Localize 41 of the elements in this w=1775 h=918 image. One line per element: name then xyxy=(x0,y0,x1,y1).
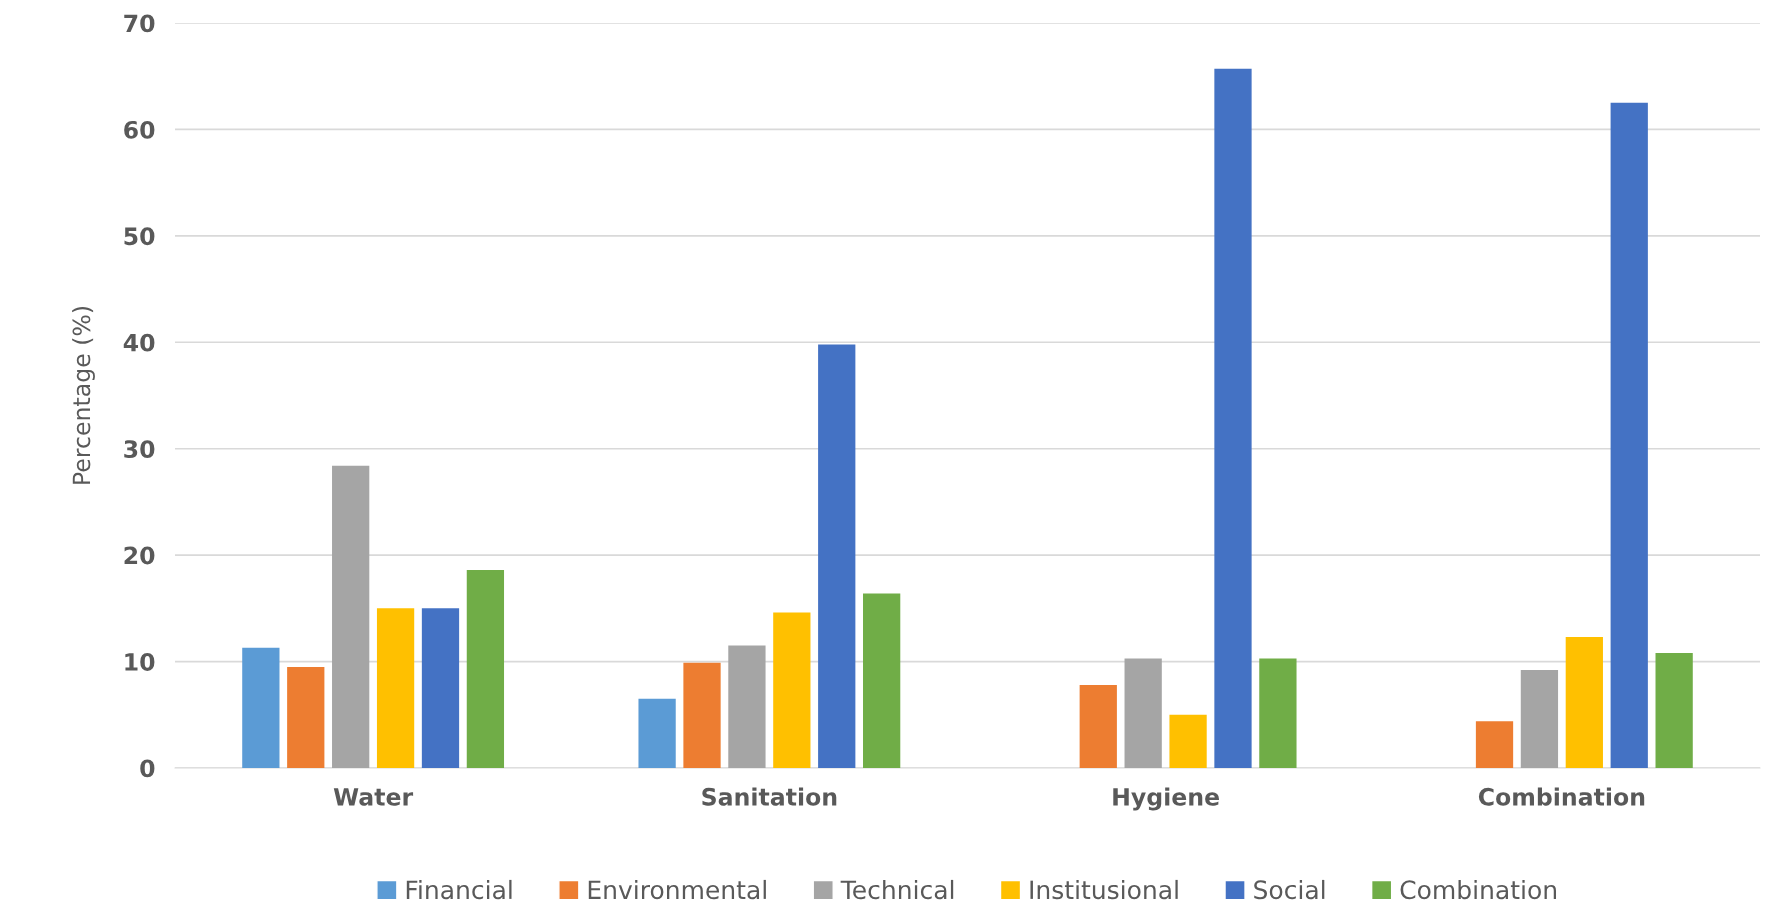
bar xyxy=(1079,684,1117,768)
x-tick-label: Hygiene xyxy=(1113,787,1219,811)
bar xyxy=(242,647,280,768)
x-tick-label: Water xyxy=(333,788,414,806)
legend-label: Institusional xyxy=(1030,879,1178,900)
bar xyxy=(863,593,901,768)
bar xyxy=(376,608,415,768)
legend-label: Financial xyxy=(406,879,512,900)
bar xyxy=(1610,102,1648,768)
x-tick-label: Combination xyxy=(1478,787,1645,806)
bar xyxy=(773,612,811,768)
x-tick-label: Sanitation xyxy=(702,787,837,806)
y-tick-label: 70 xyxy=(124,14,155,33)
bar xyxy=(1124,658,1162,768)
legend-label: Combination xyxy=(1400,879,1557,900)
y-tick-label: 30 xyxy=(124,440,155,459)
bar xyxy=(466,570,505,768)
y-tick-label: 60 xyxy=(124,120,155,139)
bar xyxy=(683,662,721,768)
bar xyxy=(1655,653,1693,768)
bar xyxy=(1565,637,1603,768)
bar xyxy=(1520,670,1559,768)
y-axis-title: Percentage (%) xyxy=(72,306,95,484)
legend-label: Social xyxy=(1254,879,1325,900)
legend-label: Technical xyxy=(840,879,954,900)
y-tick-label: 50 xyxy=(124,227,155,246)
y-tick-label: 0 xyxy=(140,759,155,778)
bar xyxy=(638,698,676,768)
bar xyxy=(1214,68,1252,768)
bar xyxy=(287,666,325,768)
legend-label: Environmental xyxy=(588,879,766,900)
bar xyxy=(1169,714,1207,768)
y-tick-label: 20 xyxy=(124,546,155,565)
bar xyxy=(1259,658,1297,768)
bar xyxy=(421,608,460,768)
y-tick-label: 10 xyxy=(125,653,155,671)
y-tick-label: 40 xyxy=(123,333,155,352)
bar xyxy=(332,465,370,768)
bar xyxy=(818,344,856,768)
bar xyxy=(1475,721,1514,768)
bar xyxy=(728,645,766,768)
